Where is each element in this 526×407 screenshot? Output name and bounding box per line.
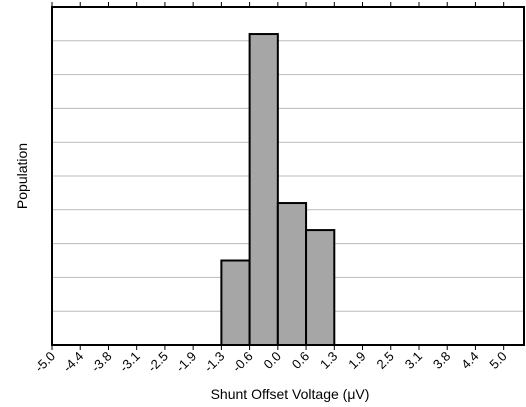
y-axis-label: Population — [14, 143, 30, 209]
x-tick-label: 1.9 — [345, 349, 368, 372]
x-tick-label: -0.6 — [229, 349, 255, 375]
x-tick-label: 3.8 — [430, 349, 453, 372]
bar — [220, 259, 251, 346]
x-tick-label: 0.0 — [261, 349, 284, 372]
x-tick-label: 1.3 — [317, 349, 340, 372]
x-tick-label: -2.5 — [145, 349, 171, 375]
x-tick-label: 4.4 — [458, 349, 481, 372]
x-tick-label: -5.0 — [32, 349, 58, 375]
x-tick-label: 0.6 — [289, 349, 312, 372]
x-tick-label: 3.1 — [402, 349, 425, 372]
x-tick-label: -4.4 — [60, 349, 86, 375]
x-tick-label: 2.5 — [373, 349, 396, 372]
bar — [305, 229, 336, 346]
x-tick-label: -1.3 — [201, 349, 227, 375]
x-axis-label: Shunt Offset Voltage (μV) — [211, 386, 370, 402]
bar — [248, 33, 279, 346]
x-tick-label: 5.0 — [486, 349, 509, 372]
x-tick-label: -3.8 — [88, 349, 114, 375]
plot-frame — [51, 6, 525, 346]
bar — [276, 202, 308, 346]
x-tick-label: -3.1 — [116, 349, 142, 375]
x-tick-label: -1.9 — [173, 349, 199, 375]
